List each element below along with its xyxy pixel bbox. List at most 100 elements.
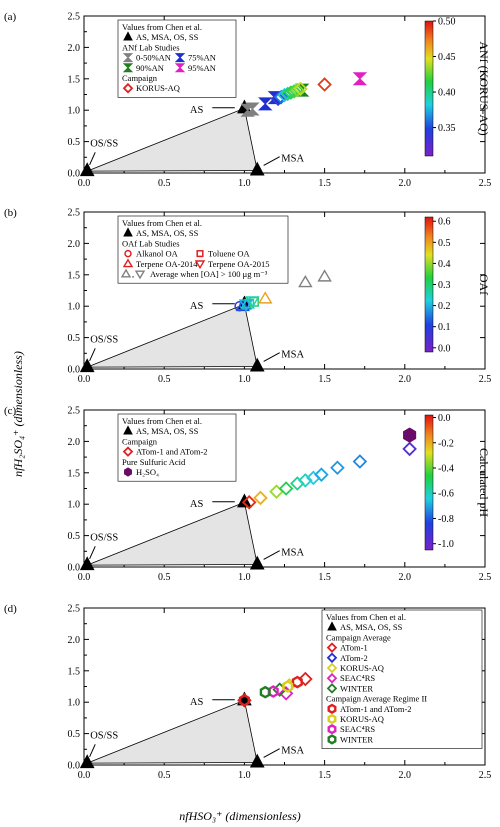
ref-label-as: AS xyxy=(190,301,204,312)
legend-label: Alkanol OA xyxy=(136,249,179,259)
legend-marker xyxy=(327,724,337,735)
panel-label: (b) xyxy=(4,207,17,219)
legend-title: Values from Chen et al. xyxy=(326,612,406,622)
data-point xyxy=(258,291,273,304)
reference-point-os-ss xyxy=(79,358,95,373)
ref-label-as: AS xyxy=(190,499,204,510)
data-point xyxy=(317,77,332,92)
y-axis-label: nfH₂SO₄⁺ (dimensionless) xyxy=(11,351,25,477)
ref-label-os-ss: OS/SS xyxy=(90,335,118,346)
legend-label: ATom-1 and ATom-2 xyxy=(340,704,412,714)
ref-label-as: AS xyxy=(190,697,204,708)
legend-box xyxy=(321,609,483,749)
legend-label: AS, MSA, OS, SS xyxy=(340,622,403,632)
legend-marker xyxy=(122,446,134,457)
y-tick-label: 1.0 xyxy=(68,106,81,117)
ref-label-os-ss: OS/SS xyxy=(90,533,118,544)
colorbar-tick-label: 0.0 xyxy=(438,343,451,354)
legend-marker xyxy=(326,672,338,684)
legend-label: ATom-1 and ATom-2 xyxy=(136,447,208,457)
data-point xyxy=(259,685,271,699)
colorbar-tick-label: 0.4 xyxy=(438,259,451,270)
legend-label: 75%AN xyxy=(188,53,216,63)
legend-label: KORUS-AQ xyxy=(136,83,180,93)
x-tick-label: 2.5 xyxy=(479,178,492,189)
legend-marker xyxy=(134,270,146,280)
x-tick-label: 0.5 xyxy=(158,178,171,189)
y-tick-label: 0.5 xyxy=(68,137,81,148)
colorbar-tick-label: 0.50 xyxy=(438,17,456,28)
x-tick-label: 2.0 xyxy=(399,572,412,583)
ref-arrow xyxy=(263,352,280,362)
reference-point-msa xyxy=(249,357,265,372)
y-tick-label: 1.5 xyxy=(68,270,81,281)
colorbar-tick-label: 0.35 xyxy=(438,123,456,134)
y-tick-label: 0.5 xyxy=(68,531,81,542)
panel-label: (c) xyxy=(4,405,17,417)
legend-label: Average when [OA] > 100 μg m⁻³ xyxy=(150,269,268,279)
legend-label: H₂SO₄ xyxy=(136,467,159,477)
data-point xyxy=(245,296,260,309)
x-tick-label: 2.5 xyxy=(479,572,492,583)
legend-label: SEAC⁴RS xyxy=(340,724,375,734)
legend-marker xyxy=(122,63,134,73)
legend-label: Terpene OA-2015 xyxy=(208,259,269,269)
legend-marker xyxy=(327,621,337,631)
legend-label: AS, MSA, OS, SS xyxy=(136,228,199,238)
x-tick-label: 1.5 xyxy=(318,770,331,781)
reference-point-os-ss xyxy=(79,162,95,177)
legend-comma: , xyxy=(132,269,134,279)
data-point xyxy=(270,91,286,107)
ref-label-os-ss: OS/SS xyxy=(90,139,118,150)
y-tick-label: 1.5 xyxy=(68,666,81,677)
legend-box xyxy=(117,19,237,98)
data-point xyxy=(235,298,251,312)
legend-marker xyxy=(326,652,338,664)
ref-arrow xyxy=(89,348,96,362)
x-tick-label: 2.5 xyxy=(479,770,492,781)
x-tick-label: 2.0 xyxy=(399,374,412,385)
legend-label: WINTER xyxy=(340,734,373,744)
colorbar-title: ANf (KORUS-AQ) xyxy=(477,41,491,135)
data-point xyxy=(238,299,254,312)
data-point xyxy=(298,671,313,687)
colorbar-tick-label: 0.2 xyxy=(438,301,451,312)
x-tick-label: 1.0 xyxy=(238,770,251,781)
data-point xyxy=(330,460,345,476)
data-point xyxy=(317,269,332,282)
y-tick-label: 1.0 xyxy=(68,500,81,511)
y-tick-label: 1.5 xyxy=(68,74,81,85)
reference-point-msa xyxy=(249,753,265,768)
data-point xyxy=(274,89,289,105)
legend-marker xyxy=(326,662,338,674)
colorbar-title: OAf xyxy=(477,274,491,295)
panel-b: 0.0 0.5 1.0 1.5 2.0 2.5 0.0 0.5 1.0 1.5 2.0 2.5 (b) O… xyxy=(4,207,491,385)
legend-label: 0-50%AN xyxy=(136,53,171,63)
x-tick-label: 1.5 xyxy=(318,178,331,189)
y-tick-label: 0.0 xyxy=(68,169,81,180)
legend-header: Campaign xyxy=(122,436,158,446)
data-point xyxy=(241,495,257,510)
legend-marker xyxy=(120,268,132,278)
x-tick-label: 1.0 xyxy=(238,572,251,583)
y-tick-label: 2.0 xyxy=(68,437,81,448)
data-point xyxy=(238,693,250,707)
panel-c: 0.0 0.5 1.0 1.5 2.0 2.5 0.0 0.5 1.0 1.5 2.0 2.5 (c) O… xyxy=(4,405,491,583)
legend-header: Campaign Average Regime II xyxy=(326,694,427,704)
y-tick-label: 2.5 xyxy=(68,12,81,23)
x-tick-label: 0.5 xyxy=(158,770,171,781)
x-tick-label: 0.0 xyxy=(78,572,91,583)
x-tick-label: 1.0 xyxy=(238,374,251,385)
ref-label-os-ss: OS/SS xyxy=(90,731,118,742)
ref-label-msa: MSA xyxy=(281,153,304,164)
data-point xyxy=(314,467,329,482)
y-tick-label: 1.5 xyxy=(68,468,81,479)
data-point xyxy=(402,441,417,457)
legend-label: Terpene OA-2014 xyxy=(136,259,198,269)
legend-label: SEAC⁴RS xyxy=(340,673,375,683)
legend-label: KORUS-AQ xyxy=(340,714,384,724)
legend-label: WINTER xyxy=(340,683,373,693)
y-tick-label: 2.0 xyxy=(68,635,81,646)
colorbar-tick-label: 0.3 xyxy=(438,280,451,291)
